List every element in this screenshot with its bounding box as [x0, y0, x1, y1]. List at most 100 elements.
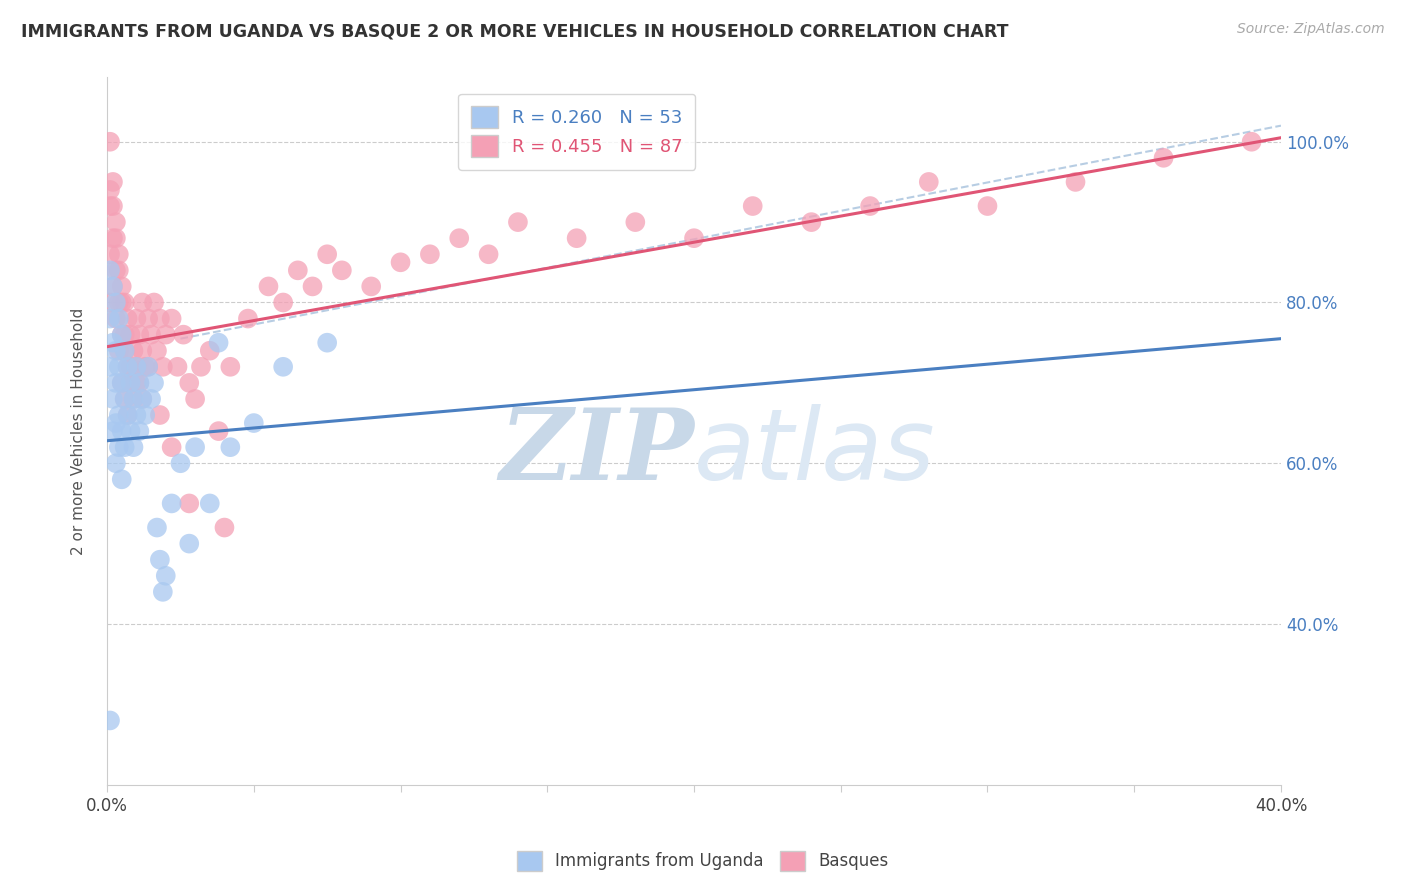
- Point: [104, 231, 127, 245]
- Text: ZIP: ZIP: [499, 404, 695, 500]
- Point: [104, 376, 127, 390]
- Point: [478, 247, 501, 261]
- Point: [172, 327, 194, 342]
- Point: [155, 568, 177, 582]
- Point: [117, 311, 139, 326]
- Point: [179, 376, 201, 390]
- Point: [624, 215, 647, 229]
- Point: [419, 247, 441, 261]
- Point: [160, 496, 183, 510]
- Point: [316, 247, 339, 261]
- Point: [111, 472, 134, 486]
- Point: [111, 327, 134, 342]
- Point: [149, 408, 172, 422]
- Point: [98, 295, 121, 310]
- Point: [143, 376, 166, 390]
- Text: atlas: atlas: [695, 404, 935, 500]
- Point: [114, 440, 136, 454]
- Point: [131, 343, 153, 358]
- Point: [565, 231, 588, 245]
- Point: [152, 359, 174, 374]
- Point: [134, 408, 156, 422]
- Point: [1153, 151, 1175, 165]
- Point: [198, 496, 221, 510]
- Point: [287, 263, 309, 277]
- Point: [104, 456, 127, 470]
- Point: [146, 520, 169, 534]
- Point: [301, 279, 323, 293]
- Point: [128, 376, 150, 390]
- Point: [125, 359, 148, 374]
- Point: [131, 392, 153, 406]
- Legend: Immigrants from Uganda, Basques: Immigrants from Uganda, Basques: [509, 842, 897, 880]
- Point: [190, 359, 212, 374]
- Point: [976, 199, 998, 213]
- Point: [108, 343, 131, 358]
- Point: [111, 376, 134, 390]
- Point: [122, 392, 145, 406]
- Point: [98, 135, 121, 149]
- Point: [104, 311, 127, 326]
- Point: [149, 311, 172, 326]
- Point: [134, 359, 156, 374]
- Point: [117, 408, 139, 422]
- Point: [104, 263, 127, 277]
- Point: [104, 343, 127, 358]
- Point: [139, 392, 162, 406]
- Point: [114, 392, 136, 406]
- Point: [389, 255, 412, 269]
- Point: [114, 343, 136, 358]
- Point: [1240, 135, 1263, 149]
- Point: [166, 359, 188, 374]
- Point: [101, 199, 124, 213]
- Point: [98, 359, 121, 374]
- Point: [243, 416, 266, 430]
- Point: [111, 424, 134, 438]
- Point: [131, 392, 153, 406]
- Point: [214, 520, 236, 534]
- Point: [506, 215, 529, 229]
- Point: [271, 295, 294, 310]
- Point: [149, 552, 172, 566]
- Point: [117, 408, 139, 422]
- Point: [160, 440, 183, 454]
- Point: [120, 376, 142, 390]
- Point: [136, 311, 159, 326]
- Point: [146, 343, 169, 358]
- Point: [136, 359, 159, 374]
- Point: [120, 376, 142, 390]
- Point: [98, 247, 121, 261]
- Point: [117, 359, 139, 374]
- Point: [101, 424, 124, 438]
- Point: [143, 295, 166, 310]
- Point: [155, 327, 177, 342]
- Point: [219, 359, 242, 374]
- Point: [108, 408, 131, 422]
- Y-axis label: 2 or more Vehicles in Household: 2 or more Vehicles in Household: [72, 308, 86, 555]
- Point: [117, 359, 139, 374]
- Point: [114, 343, 136, 358]
- Point: [198, 343, 221, 358]
- Point: [152, 585, 174, 599]
- Point: [101, 335, 124, 350]
- Point: [108, 359, 131, 374]
- Point: [111, 327, 134, 342]
- Point: [139, 327, 162, 342]
- Point: [108, 247, 131, 261]
- Point: [128, 424, 150, 438]
- Point: [101, 231, 124, 245]
- Point: [114, 392, 136, 406]
- Point: [741, 199, 763, 213]
- Point: [160, 311, 183, 326]
- Point: [111, 376, 134, 390]
- Point: [108, 263, 131, 277]
- Point: [104, 295, 127, 310]
- Text: Source: ZipAtlas.com: Source: ZipAtlas.com: [1237, 22, 1385, 37]
- Point: [207, 335, 229, 350]
- Point: [800, 215, 823, 229]
- Legend: R = 0.260   N = 53, R = 0.455   N = 87: R = 0.260 N = 53, R = 0.455 N = 87: [458, 94, 696, 170]
- Point: [330, 263, 353, 277]
- Point: [179, 536, 201, 550]
- Point: [316, 335, 339, 350]
- Point: [101, 175, 124, 189]
